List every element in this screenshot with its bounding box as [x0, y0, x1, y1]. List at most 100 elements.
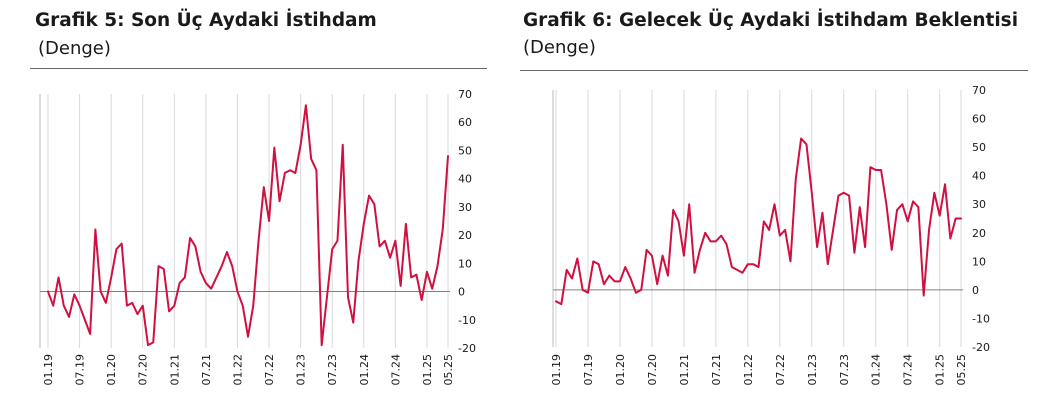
- x-tick-label: 01.21: [168, 354, 181, 386]
- data-point: [200, 271, 202, 273]
- data-point: [78, 305, 81, 307]
- data-points: [555, 137, 962, 305]
- data-point: [885, 203, 887, 205]
- x-tick-label: 07.22: [774, 354, 787, 386]
- data-point: [205, 282, 207, 284]
- data-point: [773, 203, 776, 205]
- x-tick-label: 01.20: [105, 354, 118, 386]
- x-tick-label: 07.22: [263, 354, 276, 386]
- data-point: [832, 229, 834, 231]
- data-point: [949, 237, 951, 240]
- data-point: [236, 290, 239, 293]
- data-point: [805, 143, 808, 145]
- data-point: [142, 305, 144, 307]
- data-point: [131, 302, 133, 304]
- data-point: [226, 251, 228, 253]
- data-point: [907, 220, 909, 222]
- data-point: [105, 302, 107, 304]
- data-point: [173, 305, 175, 307]
- data-point: [352, 322, 354, 324]
- y-tick-label: 60: [972, 113, 986, 126]
- data-point: [880, 169, 882, 171]
- data-point: [215, 276, 218, 279]
- data-point: [168, 310, 170, 312]
- data-point: [73, 293, 75, 295]
- title-divider: [30, 68, 487, 69]
- data-point: [725, 243, 728, 245]
- data-point: [300, 144, 302, 146]
- x-tick-label: 01.25: [421, 354, 434, 386]
- data-point: [315, 169, 318, 171]
- data-point: [126, 305, 128, 307]
- data-point: [630, 277, 632, 280]
- data-point: [331, 248, 333, 250]
- data-point: [933, 192, 935, 194]
- data-point: [677, 220, 680, 222]
- data-point: [210, 288, 212, 290]
- data-point: [560, 303, 562, 305]
- data-point: [368, 195, 370, 197]
- data-point: [263, 186, 265, 188]
- title-divider: [520, 70, 1028, 71]
- data-point: [555, 300, 557, 302]
- y-tick-label: 10: [458, 257, 472, 270]
- data-point: [157, 265, 160, 267]
- gridlines: [47, 94, 449, 348]
- data-point: [763, 220, 765, 222]
- x-tick-label: 07.21: [710, 354, 723, 386]
- data-point: [843, 192, 845, 194]
- data-point: [52, 305, 54, 307]
- data-point: [152, 341, 154, 343]
- data-point: [347, 296, 349, 298]
- y-tick-label: 50: [458, 144, 472, 157]
- data-point: [373, 203, 375, 205]
- chart-subtitle: (Denge): [38, 38, 111, 59]
- data-point: [747, 263, 749, 265]
- data-point: [115, 248, 118, 250]
- data-point: [310, 158, 312, 160]
- data-point: [661, 255, 664, 257]
- data-point: [645, 249, 648, 251]
- data-point: [827, 263, 829, 265]
- data-point: [389, 257, 391, 259]
- y-axis-labels: -20 -10 0 10 20 30 40 50 60 70: [458, 88, 476, 355]
- data-point: [84, 319, 86, 321]
- data-point: [257, 240, 260, 242]
- y-tick-label: -20: [458, 342, 476, 355]
- data-point: [939, 215, 941, 217]
- data-point: [405, 223, 407, 225]
- data-point: [110, 276, 112, 279]
- data-point: [410, 276, 412, 279]
- y-tick-label: -20: [972, 341, 990, 354]
- data-point: [720, 235, 722, 237]
- data-point: [608, 275, 610, 277]
- data-point: [901, 203, 903, 205]
- x-tick-label: 01.23: [806, 354, 819, 386]
- data-point: [415, 274, 418, 276]
- data-point: [68, 316, 70, 318]
- data-point: [178, 282, 181, 284]
- data-point: [231, 265, 233, 267]
- employment-last-3-months-chart: -20 -10 0 10 20 30 40 50 60 70 01.19 07.19 01.20 07.2…: [39, 88, 476, 386]
- x-tick-label: 07.19: [582, 354, 595, 386]
- data-point: [587, 292, 589, 294]
- data-point: [189, 237, 191, 239]
- data-point: [917, 206, 919, 208]
- y-tick-label: 70: [458, 88, 472, 101]
- data-point: [923, 295, 925, 297]
- y-tick-label: 10: [972, 255, 986, 268]
- x-tick-label: 07.20: [137, 354, 150, 386]
- data-point: [821, 212, 824, 214]
- data-point: [672, 209, 674, 211]
- data-point: [624, 266, 626, 268]
- data-point: [576, 257, 578, 260]
- series-line: [555, 137, 962, 306]
- x-tick-label: 05.25: [442, 354, 455, 386]
- x-tick-label: 05.25: [955, 354, 968, 386]
- data-point: [47, 290, 49, 293]
- data-point: [944, 183, 946, 185]
- data-point: [603, 283, 605, 285]
- data-point: [305, 104, 307, 106]
- data-point: [768, 229, 770, 231]
- data-point: [731, 266, 733, 268]
